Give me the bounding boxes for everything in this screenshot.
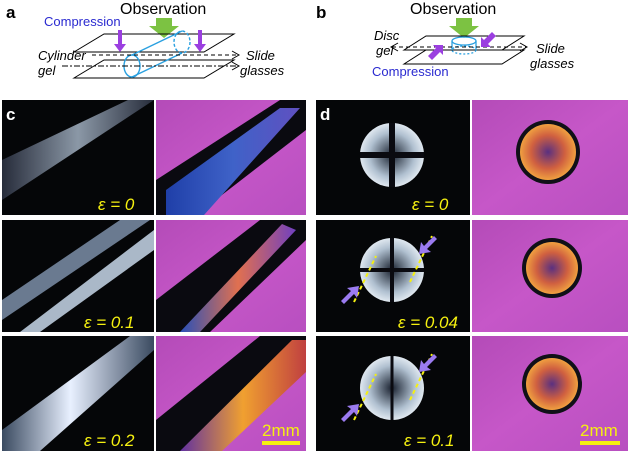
panel-a-cylinder-label: Cylinder [38, 48, 86, 63]
panel-c-letter: c [6, 105, 15, 124]
top-slide-glass [72, 33, 236, 53]
compression-arrow-icon-right [194, 30, 206, 52]
panel-b-letter: b [316, 3, 326, 22]
panel-a-compression-label: Compression [44, 14, 121, 29]
panel-b-compression-label: Compression [372, 64, 449, 79]
d-strain-label-2: ε = 0.1 [404, 431, 454, 450]
c-scale-bar [262, 441, 300, 445]
panel-a: a Observation Compression Cylinder gel S… [6, 1, 285, 79]
c-scale-bar-label: 2mm [262, 421, 300, 440]
d-scale-bar-label: 2mm [580, 421, 618, 440]
panel-b-slide-label: Slide [536, 41, 565, 56]
panel-b-observation-label: Observation [410, 1, 496, 18]
observation-arrow-icon [149, 18, 179, 38]
d-compression-arrow-icon [341, 404, 359, 422]
d-compression-arrow-icon [341, 286, 359, 304]
c-row-3 [2, 336, 306, 451]
disc-gel [451, 36, 477, 55]
panel-a-glasses-label: glasses [240, 63, 285, 78]
c-strain-label-2: ε = 0.2 [84, 431, 135, 450]
disc-compression-arrow-icon-left [428, 45, 443, 60]
d-strain-label-0: ε = 0 [412, 195, 449, 214]
d-scale-bar [580, 441, 620, 445]
panel-a-gel-label: gel [38, 63, 56, 78]
disc-top-slide-glass [402, 35, 526, 51]
d-row-3 [316, 336, 628, 451]
disc-compression-arrow-icon-right [481, 32, 496, 47]
panel-a-observation-label: Observation [120, 1, 206, 18]
axis-arrowhead-icon [231, 50, 241, 60]
panel-b-glasses-label: glasses [530, 56, 575, 71]
panel-c: c ε = 0 ε = 0.1 ε = 0.2 2mm [2, 100, 306, 451]
c-strain-label-0: ε = 0 [98, 195, 135, 214]
d-compression-arrow-icon [419, 354, 437, 372]
panel-d: d ε = 0 ε = 0.04 ε = 0.1 2mm [316, 100, 628, 451]
disc-axis-arrowhead-icon-2 [519, 42, 529, 52]
disc-axis-arrowhead-icon [389, 42, 399, 52]
compression-arrow-icon-left [114, 30, 126, 52]
panel-a-slide-label: Slide [246, 48, 275, 63]
c-row-2 [2, 220, 306, 332]
c-row-1 [2, 100, 306, 215]
axis-arrowhead-icon-2 [231, 61, 241, 71]
observation-arrow-icon [449, 18, 479, 38]
d-row-2 [316, 220, 628, 332]
panel-b-gel-label: gel [376, 43, 394, 58]
bottom-slide-glass [72, 59, 236, 79]
panel-b-disc-label: Disc [374, 28, 400, 43]
d-compression-arrow-icon [419, 236, 437, 254]
disc-bottom-slide-glass [402, 49, 526, 65]
cylinder-gel [123, 30, 191, 78]
panel-b: b Observation Disc gel Compression Slide… [316, 1, 575, 79]
d-row-1 [316, 100, 628, 215]
c-strain-label-1: ε = 0.1 [84, 313, 134, 332]
d-strain-label-1: ε = 0.04 [398, 313, 458, 332]
panel-a-letter: a [6, 3, 16, 22]
panel-d-letter: d [320, 105, 330, 124]
